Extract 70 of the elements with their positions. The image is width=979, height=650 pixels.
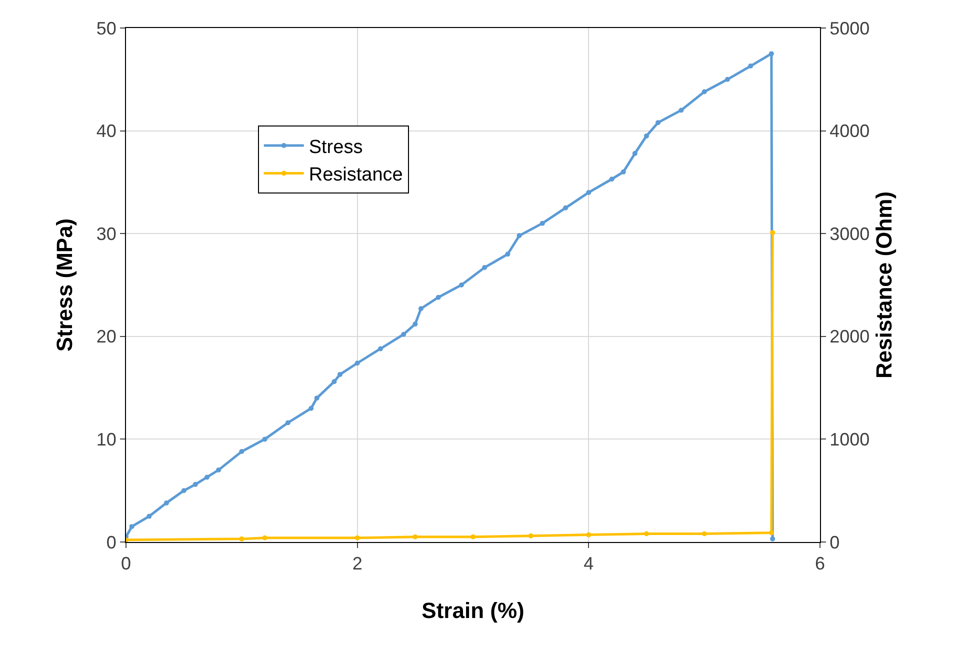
point bbox=[192, 482, 198, 487]
point bbox=[768, 530, 774, 536]
legend-label: Resistance bbox=[308, 164, 403, 186]
point bbox=[609, 176, 614, 182]
y2-axis-title: Resistance (Ohm) bbox=[872, 191, 897, 379]
point bbox=[337, 372, 342, 377]
x-tick-label: 0 bbox=[120, 554, 132, 574]
point bbox=[181, 488, 186, 494]
point bbox=[563, 205, 568, 210]
point bbox=[436, 294, 441, 300]
legend-label: Stress bbox=[308, 136, 363, 158]
point bbox=[482, 265, 488, 270]
point bbox=[470, 534, 476, 540]
point bbox=[308, 406, 314, 411]
y2-tick-label: 5000 bbox=[830, 18, 870, 38]
point bbox=[146, 514, 152, 519]
point bbox=[285, 420, 290, 426]
y-tick-label: 50 bbox=[96, 18, 116, 38]
point bbox=[586, 190, 592, 195]
point bbox=[458, 282, 464, 288]
point bbox=[354, 360, 360, 366]
point bbox=[702, 531, 707, 536]
point bbox=[332, 379, 337, 384]
point bbox=[586, 532, 592, 538]
point bbox=[412, 534, 418, 540]
y-axis-title: Stress (MPa) bbox=[52, 218, 77, 352]
y-tick-label: 40 bbox=[96, 121, 116, 142]
y2-tick-label: 4000 bbox=[830, 121, 870, 142]
point bbox=[354, 535, 360, 540]
y-tick-label: 10 bbox=[96, 430, 116, 450]
point bbox=[378, 346, 383, 352]
point bbox=[748, 64, 754, 69]
point bbox=[770, 536, 776, 542]
point bbox=[528, 533, 534, 538]
point bbox=[418, 306, 424, 312]
y2-tick-label: 3000 bbox=[830, 224, 870, 244]
point bbox=[164, 500, 169, 506]
point bbox=[768, 51, 774, 56]
y-tick-label: 0 bbox=[106, 532, 116, 552]
point bbox=[204, 474, 210, 480]
point bbox=[724, 76, 730, 82]
point bbox=[314, 396, 320, 401]
point bbox=[412, 322, 418, 327]
point bbox=[770, 230, 776, 236]
x-tick-label: 6 bbox=[814, 554, 826, 574]
y-tick-label: 30 bbox=[96, 224, 116, 244]
y-tick-label: 20 bbox=[96, 326, 116, 347]
point bbox=[644, 531, 649, 536]
y2-tick-label: 1000 bbox=[830, 430, 870, 450]
point bbox=[620, 169, 626, 174]
point bbox=[216, 468, 222, 473]
point bbox=[632, 150, 638, 156]
point bbox=[540, 220, 545, 226]
x-tick-label: 2 bbox=[352, 554, 362, 574]
point bbox=[262, 535, 268, 540]
point bbox=[678, 108, 684, 113]
y2-tick-label: 2000 bbox=[830, 326, 870, 347]
point bbox=[262, 436, 268, 442]
y2-tick-label: 0 bbox=[830, 532, 840, 552]
point bbox=[239, 449, 244, 454]
point bbox=[239, 536, 244, 542]
x-axis-title: Strain (%) bbox=[422, 598, 524, 623]
point bbox=[505, 252, 510, 257]
point bbox=[401, 332, 406, 337]
point bbox=[644, 133, 649, 138]
point bbox=[516, 233, 522, 238]
x-tick-label: 4 bbox=[584, 554, 594, 574]
point bbox=[702, 89, 707, 94]
point bbox=[656, 120, 661, 126]
point bbox=[129, 524, 134, 530]
